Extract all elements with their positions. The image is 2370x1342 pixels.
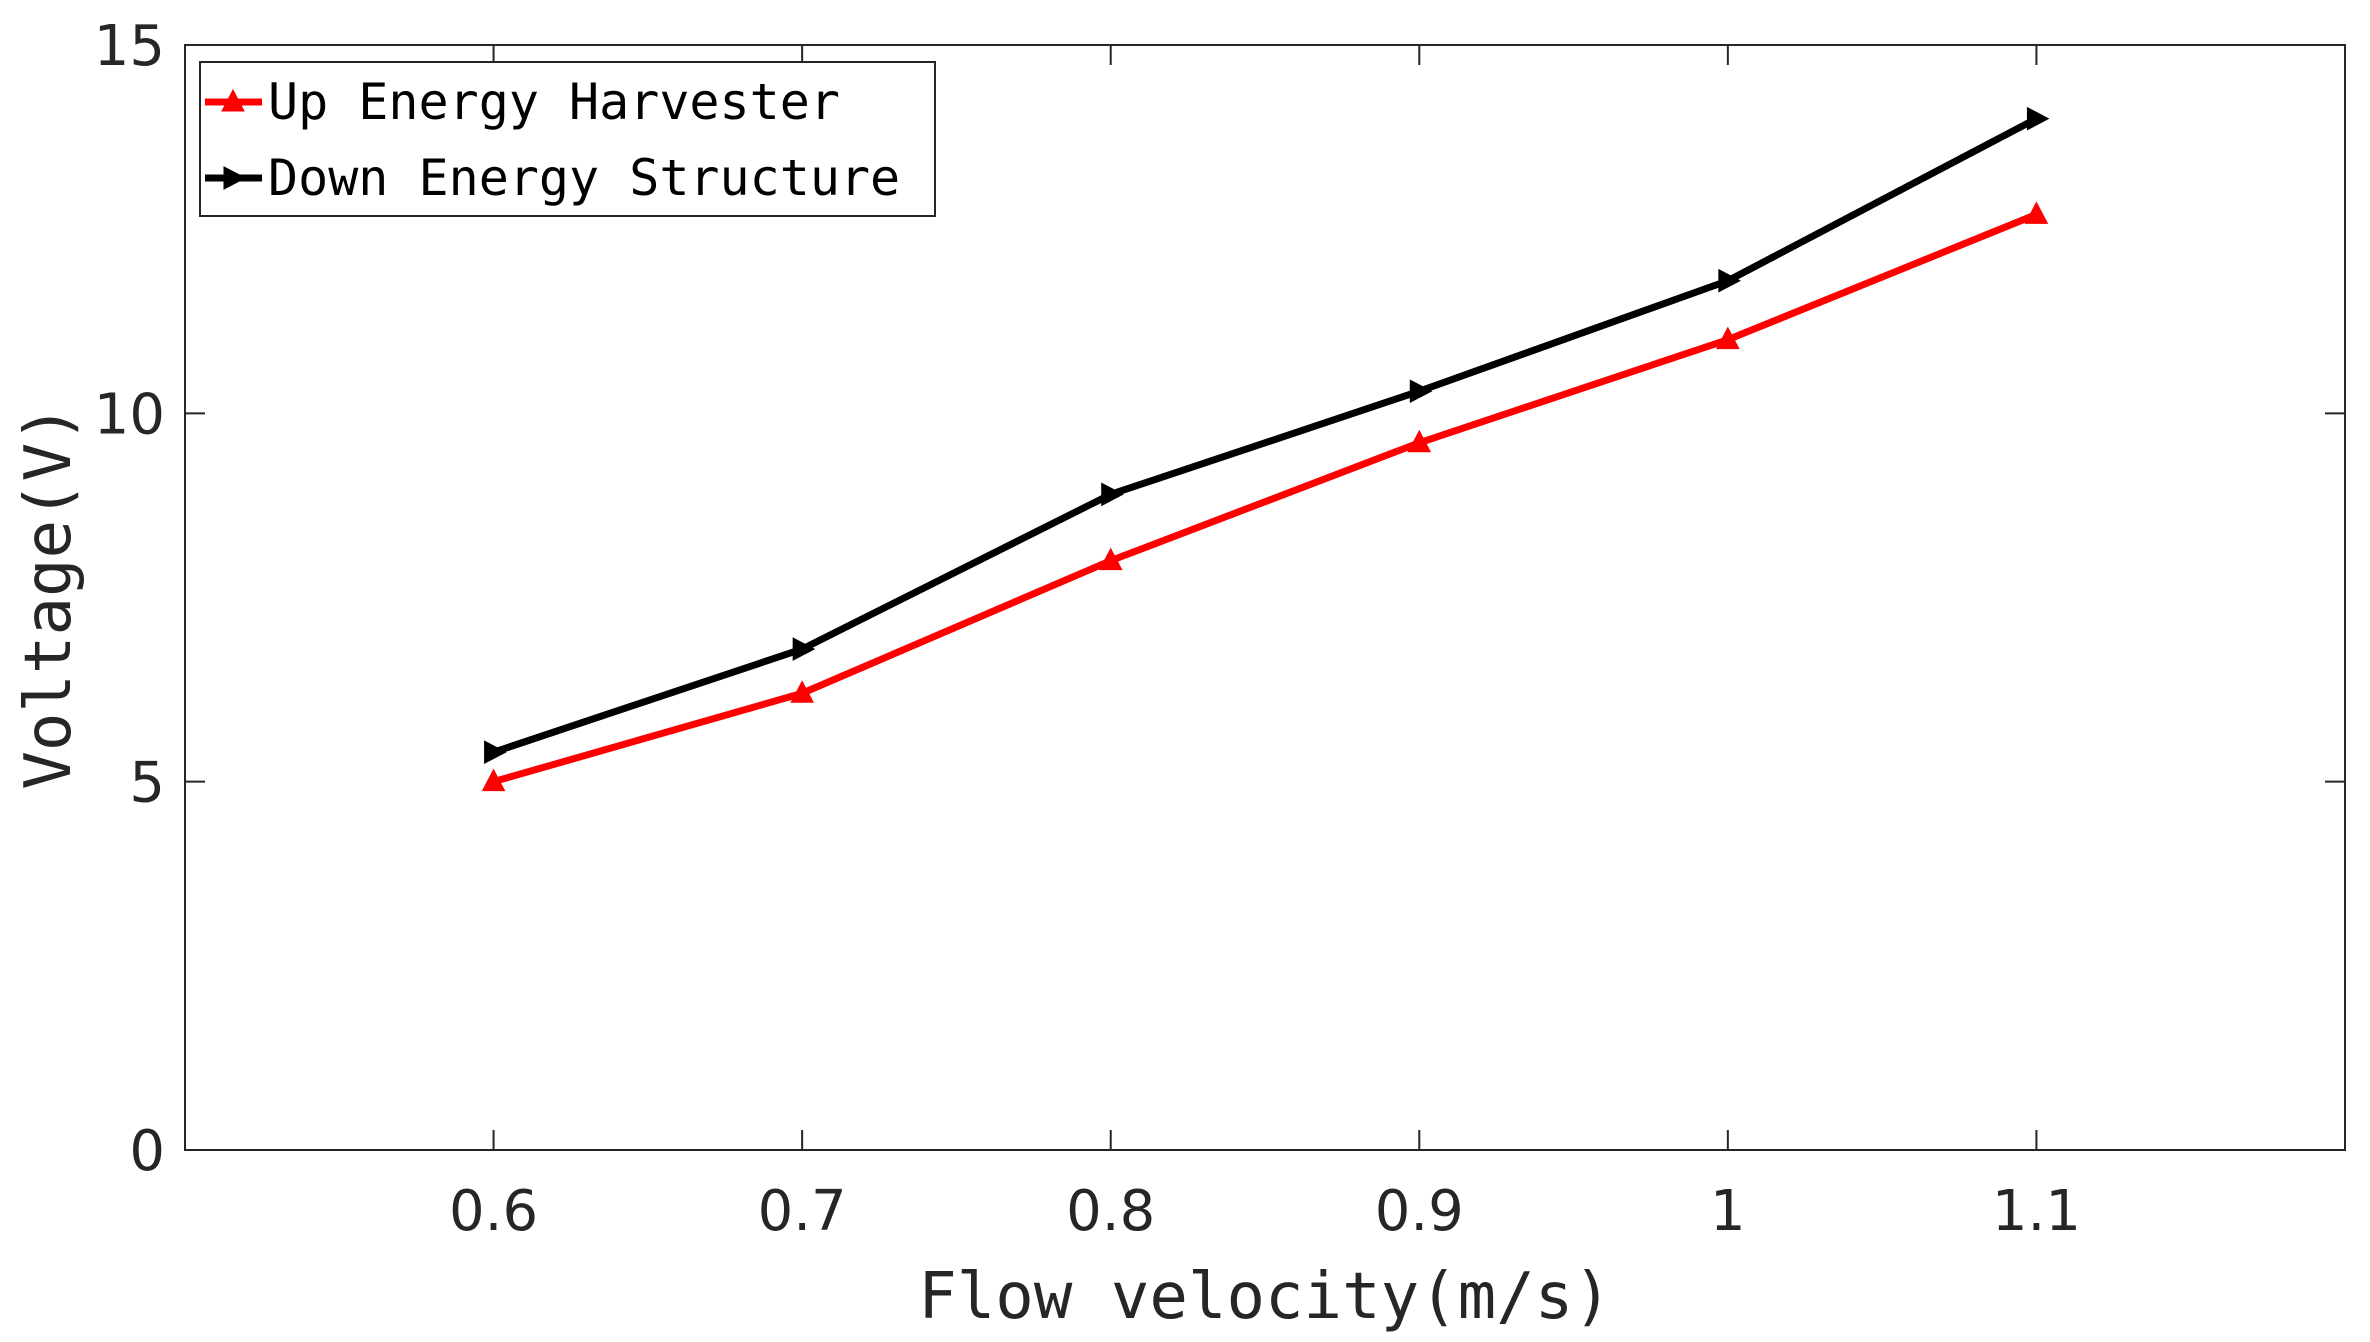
legend-swatch-marker	[221, 88, 245, 112]
series-2-point	[1409, 379, 1433, 404]
legend-entry-label: Down Energy Structure	[268, 149, 900, 207]
y-axis-title: Voltage(V)	[12, 404, 86, 789]
y-tick-label: 0	[129, 1119, 165, 1184]
series-1-point	[1407, 429, 1432, 453]
x-tick-label: 0.7	[758, 1179, 847, 1244]
x-axis-title: Flow velocity(m/s)	[918, 1260, 1612, 1334]
x-tick-label: 0.6	[449, 1179, 538, 1244]
series-2-point	[1718, 268, 1741, 293]
series-1-point	[2024, 201, 2049, 224]
x-tick-label: 0.9	[1375, 1179, 1464, 1244]
series-1-point	[790, 680, 814, 703]
series-2-point	[792, 637, 816, 661]
series-1-point	[1716, 326, 1740, 350]
series-1-point	[481, 768, 506, 792]
series-1-point	[1098, 547, 1123, 571]
series-line-2	[492, 115, 2039, 756]
x-tick-label: 1.1	[1992, 1179, 2081, 1244]
legend-entry-label: Up Energy Harvester	[268, 73, 840, 131]
y-tick-label: 15	[94, 14, 165, 79]
legend-swatch-marker	[223, 166, 247, 190]
legend: Up Energy Harvester Down Energy Structure	[199, 61, 936, 217]
plot-area	[184, 44, 2346, 1151]
data-series	[481, 106, 2050, 792]
series-line-1	[492, 211, 2038, 786]
legend-box	[199, 61, 936, 217]
x-tick-label: 1	[1710, 1179, 1746, 1244]
y-tick-label: 5	[129, 751, 165, 816]
x-tick-label: 0.8	[1066, 1179, 1155, 1244]
series-2-point	[1101, 482, 1124, 507]
series-2-point	[484, 740, 507, 765]
y-tick-label: 10	[94, 382, 165, 447]
axis-ticks: 0.6 0.7 0.8 0.9 1 1.1 0 5 10 15	[94, 14, 2345, 1244]
series-2-point	[2026, 106, 2050, 131]
